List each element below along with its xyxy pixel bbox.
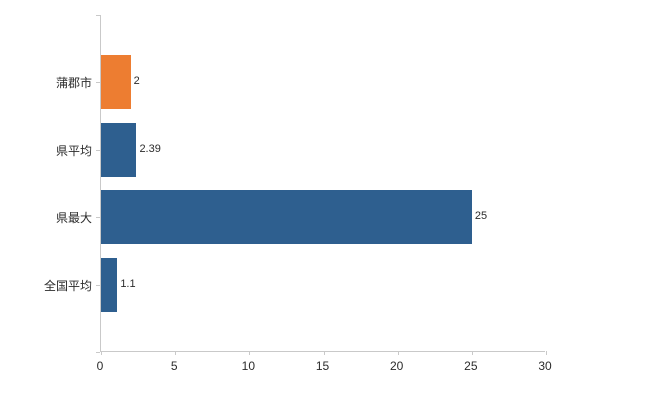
x-axis-tick [397,351,399,355]
value-label: 25 [474,210,488,223]
category-label: 全国平均 [43,278,92,293]
x-axis-tick [175,351,177,355]
plot-area [96,15,547,355]
x-tick-label: 5 [170,359,178,373]
bar-3 [101,257,118,312]
y-axis-tick [96,352,100,353]
category-label: 蒲郡市 [55,76,92,91]
category-label: 県平均 [55,143,92,158]
y-axis-tick [96,284,100,286]
x-tick-label: 30 [538,359,552,373]
x-tick-label: 15 [315,359,330,373]
x-axis-tick [323,351,325,355]
y-axis-tick [96,15,100,16]
value-label: 2.39 [139,142,161,155]
x-axis-tick [546,351,547,355]
y-axis-tick [96,149,100,151]
value-label: 2 [133,75,140,88]
x-axis-tick [471,351,473,355]
x-tick-label: 20 [389,359,404,373]
category-label: 県最大 [55,211,92,226]
value-label: 1.1 [120,277,136,290]
bar-1 [101,122,137,177]
x-axis-tick [249,351,251,355]
y-axis-tick [96,217,100,219]
y-axis-tick [96,82,100,84]
x-tick-label: 25 [464,359,478,373]
bar-2 [101,190,472,245]
x-tick-label: 10 [241,359,256,373]
x-axis-tick [101,351,102,355]
bar-0 [101,55,131,110]
x-tick-label: 0 [96,359,104,373]
